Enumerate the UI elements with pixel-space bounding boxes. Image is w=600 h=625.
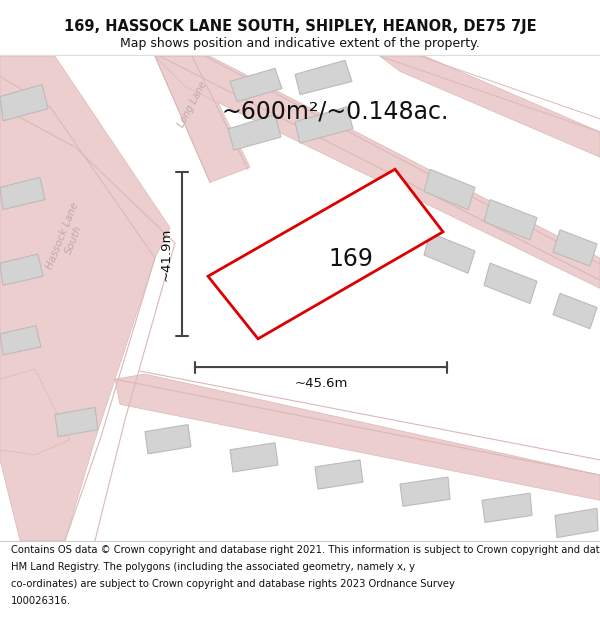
Polygon shape xyxy=(145,424,191,454)
Text: co-ordinates) are subject to Crown copyright and database rights 2023 Ordnance S: co-ordinates) are subject to Crown copyr… xyxy=(11,579,455,589)
Text: Long Lane: Long Lane xyxy=(176,80,208,129)
Polygon shape xyxy=(315,460,363,489)
Polygon shape xyxy=(230,442,278,472)
Polygon shape xyxy=(230,68,282,102)
Text: 169, HASSOCK LANE SOUTH, SHIPLEY, HEANOR, DE75 7JE: 169, HASSOCK LANE SOUTH, SHIPLEY, HEANOR… xyxy=(64,19,536,34)
Polygon shape xyxy=(0,326,41,355)
Polygon shape xyxy=(484,263,537,304)
Text: 169: 169 xyxy=(329,247,373,271)
Polygon shape xyxy=(0,56,170,541)
Text: 100026316.: 100026316. xyxy=(11,596,71,606)
Polygon shape xyxy=(208,169,443,339)
Polygon shape xyxy=(295,107,353,143)
Polygon shape xyxy=(55,408,98,437)
Polygon shape xyxy=(0,84,48,121)
Polygon shape xyxy=(0,254,43,286)
Polygon shape xyxy=(484,199,537,240)
Polygon shape xyxy=(482,493,532,522)
Text: ~41.9m: ~41.9m xyxy=(160,228,173,281)
Text: ~600m²/~0.148ac.: ~600m²/~0.148ac. xyxy=(221,100,449,124)
Polygon shape xyxy=(424,233,475,273)
Polygon shape xyxy=(555,508,598,538)
Polygon shape xyxy=(553,230,597,266)
Polygon shape xyxy=(155,56,250,182)
Text: Map shows position and indicative extent of the property.: Map shows position and indicative extent… xyxy=(120,38,480,50)
Polygon shape xyxy=(424,169,475,209)
Polygon shape xyxy=(228,115,281,150)
Polygon shape xyxy=(115,374,600,500)
Text: ~45.6m: ~45.6m xyxy=(295,377,347,390)
Polygon shape xyxy=(380,56,600,157)
Polygon shape xyxy=(295,60,352,94)
Text: Hassock Lane
South: Hassock Lane South xyxy=(44,201,91,275)
Text: HM Land Registry. The polygons (including the associated geometry, namely x, y: HM Land Registry. The polygons (includin… xyxy=(11,562,415,572)
Polygon shape xyxy=(400,477,450,506)
Polygon shape xyxy=(155,56,600,288)
Text: Contains OS data © Crown copyright and database right 2021. This information is : Contains OS data © Crown copyright and d… xyxy=(11,545,600,555)
Polygon shape xyxy=(0,369,70,455)
Polygon shape xyxy=(553,293,597,329)
Polygon shape xyxy=(0,177,45,209)
